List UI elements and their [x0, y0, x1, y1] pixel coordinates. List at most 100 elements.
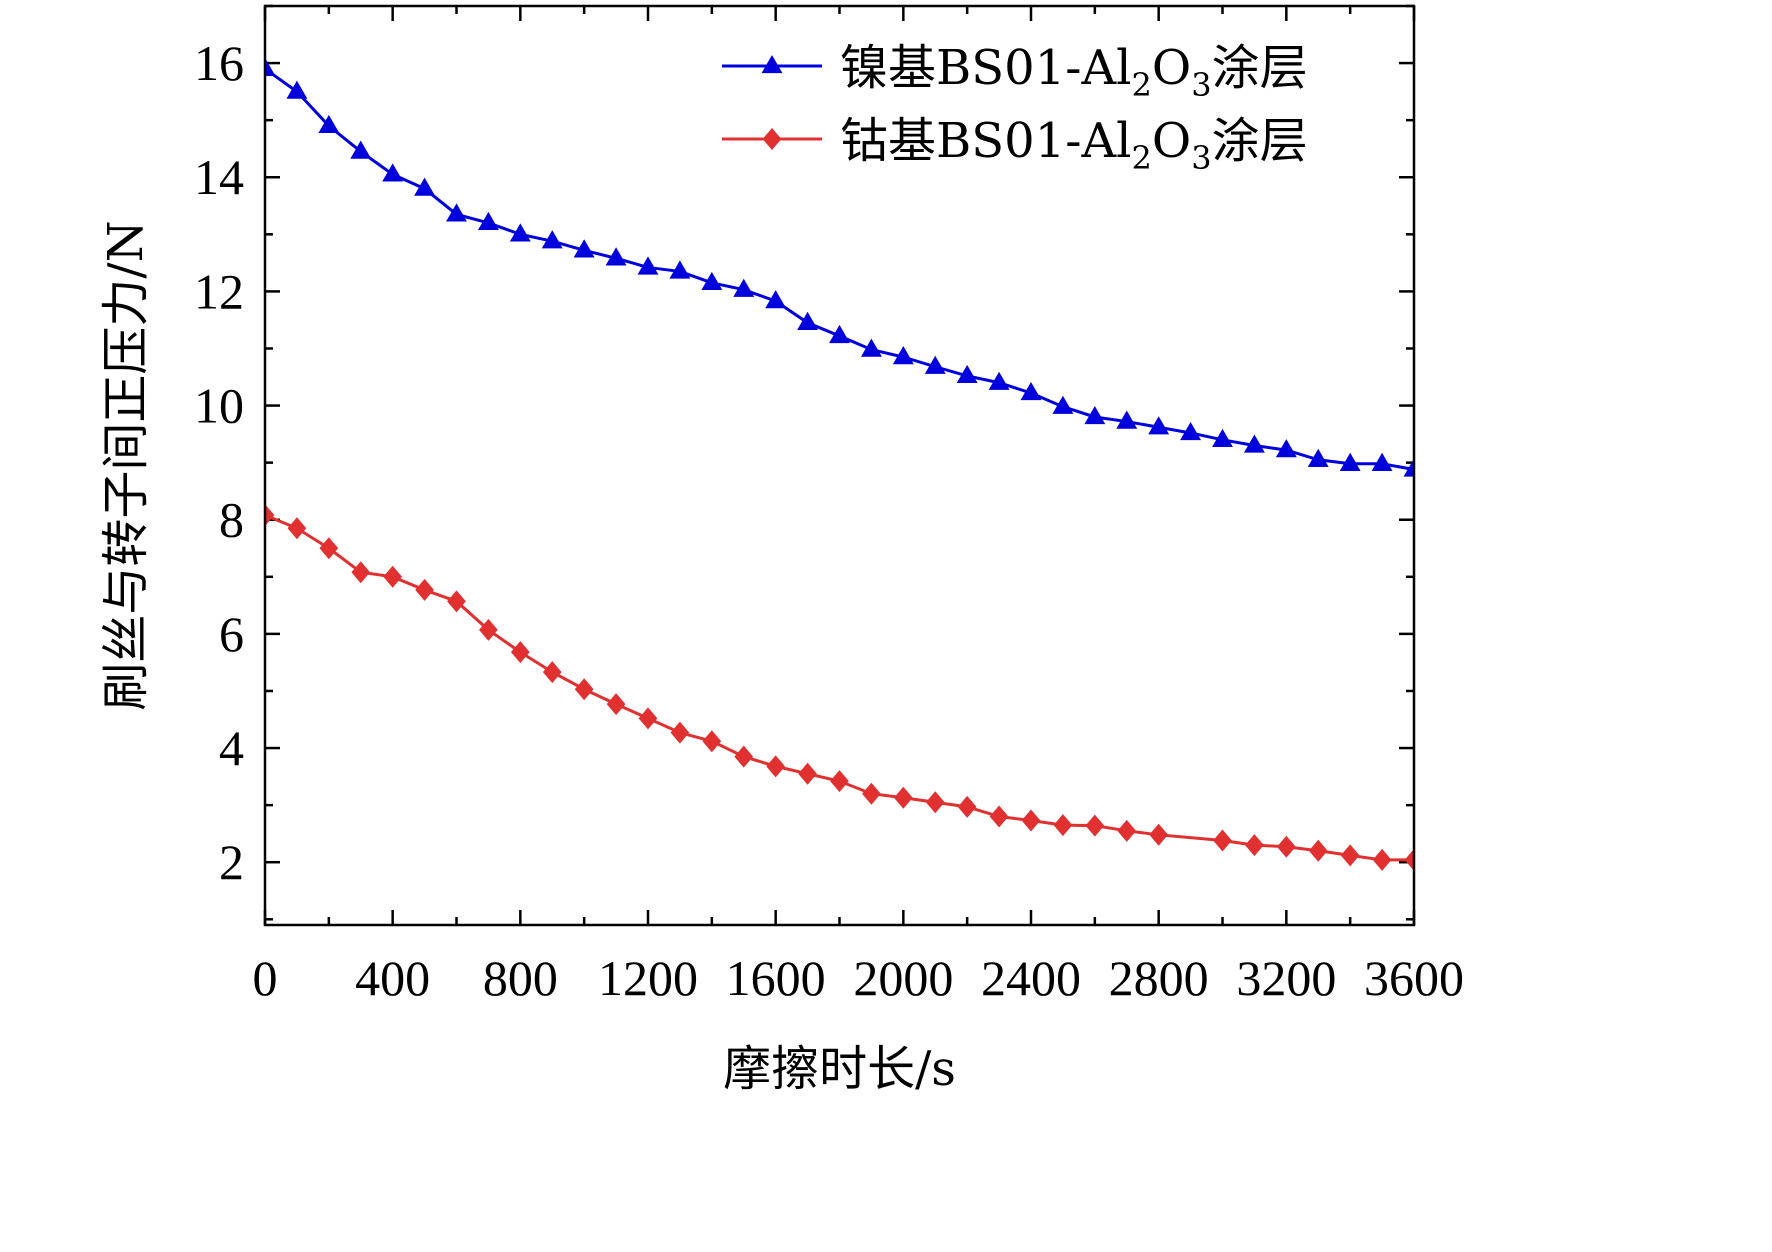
data-point: [286, 80, 308, 99]
x-tick-label: 2800: [1109, 950, 1209, 1006]
data-point: [829, 324, 850, 344]
data-point: [733, 278, 755, 297]
x-tick-label: 3200: [1236, 950, 1336, 1006]
y-axis-title: 刷丝与转子间正压力/N: [98, 220, 154, 710]
legend-marker: [762, 128, 782, 150]
data-point: [1053, 814, 1073, 837]
data-point: [765, 290, 787, 309]
data-point: [766, 755, 786, 778]
line-chart: 0 400 800 1200 1600 2000 2400 2800 3200 3600 2 4 6 8 1…: [98, 4, 1464, 1097]
data-point: [701, 271, 723, 290]
data-point: [351, 561, 371, 584]
data-point: [509, 223, 531, 242]
tick-labels: 0 400 800 1200 1600 2000 2400 2800 3200 3600 2 4 6 8 1…: [194, 35, 1464, 1006]
y-tick-label: 10: [194, 378, 244, 434]
data-point: [573, 239, 595, 258]
data-point: [1245, 834, 1264, 857]
data-point: [734, 745, 754, 768]
data-point: [479, 618, 498, 641]
data-point: [1084, 405, 1106, 425]
y-tick-label: 14: [194, 149, 244, 205]
data-point: [477, 211, 499, 231]
data-point: [893, 786, 913, 809]
data-point: [1404, 848, 1414, 871]
data-point: [798, 762, 817, 785]
x-tick-label: 3600: [1364, 950, 1464, 1006]
x-tick-label: 2400: [981, 950, 1081, 1006]
data-point: [1116, 410, 1138, 429]
series-2: [265, 504, 1414, 871]
data-point: [989, 805, 1009, 828]
y-tick-label: 4: [219, 720, 244, 776]
y-tick-label: 12: [194, 263, 244, 319]
data-point: [382, 163, 404, 182]
data-point: [287, 517, 307, 540]
x-tick-label: 2000: [853, 950, 953, 1006]
data-point: [1403, 458, 1414, 477]
legend-label: 钴基BS01-Al2O3涂层: [840, 113, 1308, 177]
data-point: [670, 721, 690, 744]
data-point: [988, 371, 1010, 390]
x-tick-label: 800: [483, 950, 558, 1006]
plot-frame: [263, 4, 1416, 927]
data-point: [860, 338, 882, 357]
data-point: [606, 693, 626, 716]
x-tick-label: 1600: [726, 950, 826, 1006]
data-point: [1117, 819, 1137, 842]
data-point: [830, 770, 849, 793]
data-point: [1307, 448, 1329, 467]
series-1: [265, 57, 1414, 477]
y-tick-label: 8: [219, 492, 244, 548]
y-tick-label: 6: [219, 606, 244, 662]
series-line: [265, 513, 1414, 862]
data-point: [350, 140, 372, 159]
x-axis-title: 摩擦时长/s: [723, 1041, 956, 1097]
data-point: [318, 114, 340, 134]
data-point: [446, 203, 467, 222]
y-tick-label: 16: [194, 35, 244, 91]
data-point: [1308, 839, 1328, 862]
data-point: [415, 578, 434, 601]
data-point: [669, 260, 691, 279]
x-tick-label: 1200: [598, 950, 698, 1006]
data-point: [637, 256, 659, 275]
data-point: [956, 364, 978, 384]
data-point: [383, 565, 403, 588]
data-point: [414, 177, 436, 196]
data-point: [924, 355, 946, 374]
data-point: [447, 590, 466, 613]
data-point: [638, 707, 658, 730]
y-tick-label: 2: [219, 834, 244, 890]
data-point: [1213, 829, 1232, 852]
x-tick-label: 0: [253, 950, 278, 1006]
data-point: [1085, 814, 1105, 837]
data-point: [1275, 439, 1297, 458]
data-point: [319, 537, 339, 560]
data-point: [605, 247, 627, 266]
data-point: [1371, 452, 1393, 471]
data-point: [1180, 421, 1202, 441]
legend-label: 镍基BS01-Al2O3涂层: [840, 40, 1308, 104]
data-point: [862, 782, 881, 805]
data-point: [265, 57, 276, 76]
data-point: [1148, 416, 1170, 435]
data-point: [1372, 848, 1392, 871]
data-point: [510, 641, 530, 664]
data-point: [702, 730, 722, 753]
data-point: [797, 311, 819, 330]
data-point: [1020, 382, 1042, 401]
data-point: [574, 678, 594, 701]
data-point: [892, 346, 914, 365]
series-layer: [265, 57, 1414, 871]
data-point: [1021, 809, 1041, 832]
data-point: [542, 661, 562, 684]
data-point: [925, 791, 945, 814]
data-point: [1212, 428, 1233, 447]
data-point: [541, 230, 563, 249]
x-tick-label: 400: [355, 950, 430, 1006]
data-point: [957, 795, 977, 818]
data-point: [265, 504, 275, 527]
data-point: [1052, 395, 1074, 414]
data-point: [1339, 452, 1361, 471]
